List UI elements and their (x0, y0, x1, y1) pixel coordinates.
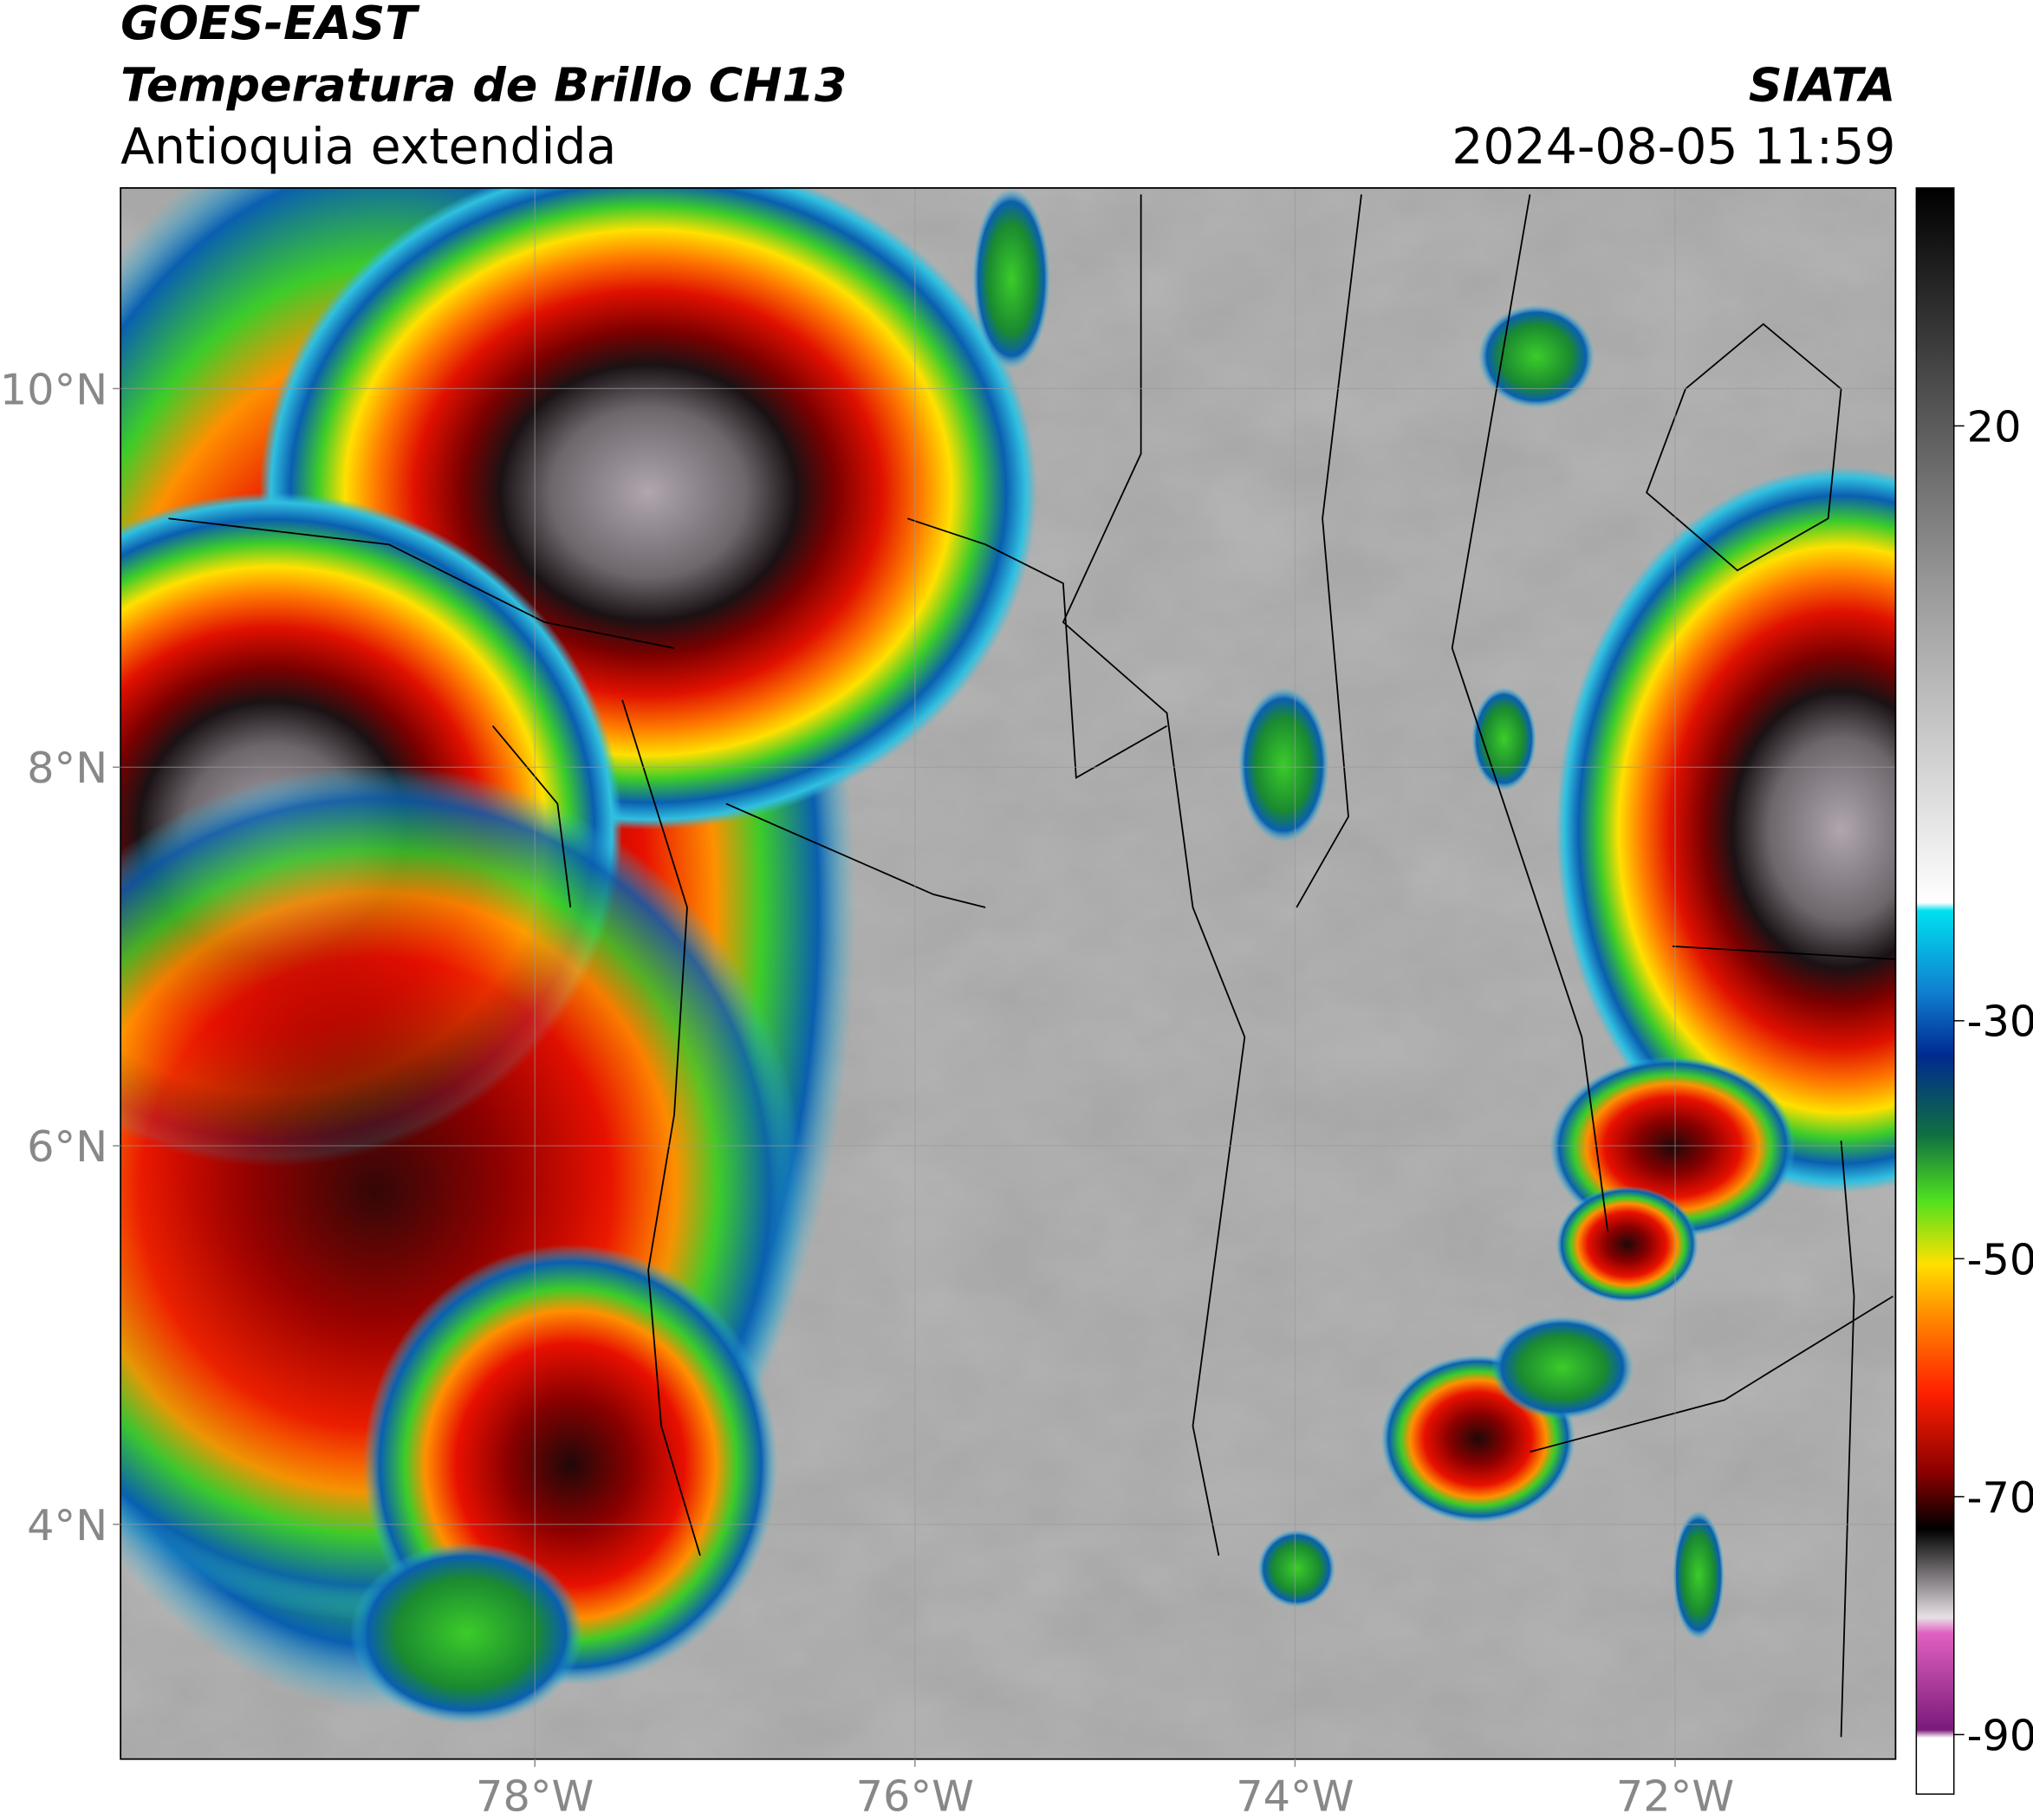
colorbar-tick-label: -50 (1967, 1234, 2033, 1284)
x-tick-label: 78°W (476, 1771, 594, 1820)
borders (168, 194, 1896, 1738)
y-tick-label: 10°N (0, 364, 107, 414)
colorbar (1915, 187, 1955, 1795)
agency: SIATA (1749, 58, 1896, 113)
cell (1673, 1510, 1724, 1641)
x-tick-label: 76°W (856, 1771, 974, 1820)
cell (972, 187, 1050, 370)
colorbar-tick-label: 20 (1967, 401, 2022, 452)
cell (349, 1542, 584, 1725)
cell (1471, 686, 1536, 791)
y-tick-label: 4°N (27, 1500, 107, 1550)
cell (1237, 686, 1329, 843)
colorbar-tick-label: -90 (1967, 1710, 2033, 1760)
x-tick-label: 74°W (1236, 1771, 1354, 1820)
map-image (120, 187, 1896, 1759)
y-tick-label: 8°N (27, 743, 107, 793)
colorbar-tick-label: -30 (1967, 997, 2033, 1047)
colorbar-tick-label: -70 (1967, 1472, 2033, 1523)
y-tick-label: 6°N (27, 1121, 107, 1172)
title: GOES-EAST (120, 0, 420, 50)
storm (1556, 466, 1896, 1193)
cell (1257, 1529, 1336, 1608)
cell (1491, 1316, 1634, 1420)
datetime: 2024-08-05 11:59 (1452, 118, 1895, 175)
cell (1556, 1186, 1698, 1303)
subtitle: Antioquia extendida (120, 118, 616, 175)
map-frame (120, 186, 1897, 1760)
title: Temperatura de Brillo CH13 (120, 58, 847, 113)
x-tick-label: 72°W (1616, 1771, 1734, 1820)
